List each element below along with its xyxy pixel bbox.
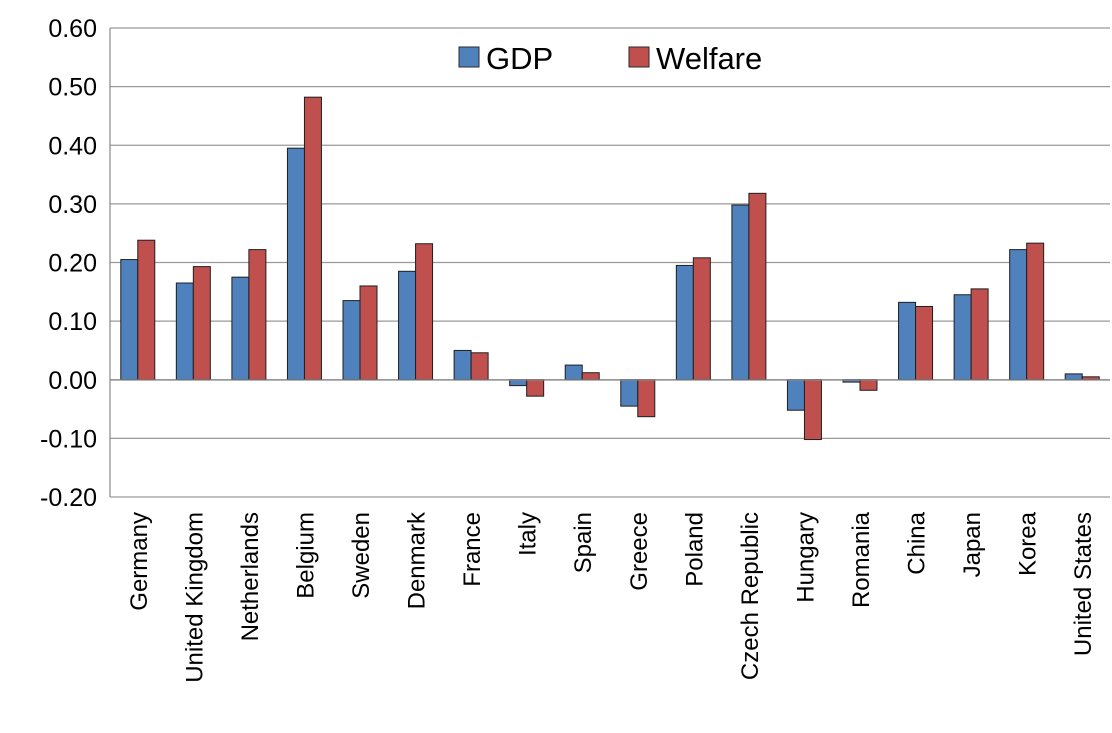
x-tick-label-spain: Spain bbox=[570, 512, 597, 573]
bar-welfare-romania bbox=[859, 379, 878, 391]
x-tick-label-poland: Poland bbox=[681, 512, 708, 587]
bar-gdp-spain bbox=[564, 364, 583, 381]
bar-gdp-belgium bbox=[286, 147, 305, 381]
x-tick-label-hungary: Hungary bbox=[792, 512, 819, 603]
bar-gdp-japan bbox=[953, 294, 972, 381]
bar-gdp-korea bbox=[1009, 249, 1028, 381]
x-tick-label-japan: Japan bbox=[959, 512, 986, 577]
bar-gdp-italy bbox=[509, 379, 528, 387]
bar-welfare-hungary bbox=[803, 379, 822, 441]
x-tick-label-united-kingdom: United Kingdom bbox=[181, 512, 208, 683]
x-tick-label-romania: Romania bbox=[848, 511, 875, 608]
bar-welfare-poland bbox=[692, 257, 711, 381]
y-axis-tick-labels: 0.60 0.50 0.40 0.30 0.20 0.10 0.00 -0.10 -0.20 bbox=[40, 15, 97, 512]
x-tick-label-czech-republic: Czech Republic bbox=[737, 512, 764, 680]
bar-gdp-united-kingdom bbox=[175, 282, 194, 381]
x-tick-label-united-states: United States bbox=[1070, 512, 1097, 656]
x-tick-label-italy: Italy bbox=[515, 512, 542, 556]
bar-gdp-germany bbox=[120, 259, 139, 381]
x-tick-label-netherlands: Netherlands bbox=[237, 512, 264, 641]
axes bbox=[109, 28, 1110, 497]
bar-gdp-france bbox=[453, 349, 472, 381]
y-tick-label: 0.60 bbox=[48, 15, 97, 43]
bar-welfare-germany bbox=[137, 239, 156, 381]
x-tick-label-france: France bbox=[459, 512, 486, 587]
x-tick-label-belgium: Belgium bbox=[292, 512, 319, 599]
x-tick-label-korea: Korea bbox=[1015, 511, 1042, 576]
y-tick-label: 0.30 bbox=[48, 191, 97, 219]
y-tick-label: 0.10 bbox=[48, 308, 97, 336]
y-tick-label: 0.40 bbox=[48, 132, 97, 160]
bar-gdp-china bbox=[898, 301, 917, 381]
bar-gdp-hungary bbox=[786, 379, 805, 411]
legend-swatch-welfare bbox=[628, 46, 650, 68]
y-tick-label: -0.20 bbox=[40, 484, 97, 512]
bar-welfare-united-kingdom bbox=[192, 266, 211, 381]
y-tick-label: 0.50 bbox=[48, 74, 97, 102]
bar-welfare-greece bbox=[637, 379, 656, 418]
x-tick-label-greece: Greece bbox=[626, 512, 653, 591]
x-tick-label-germany: Germany bbox=[126, 512, 153, 611]
bar-welfare-spain bbox=[581, 372, 600, 381]
legend-label-welfare: Welfare bbox=[656, 41, 762, 76]
x-tick-label-china: China bbox=[904, 511, 931, 574]
bar-gdp-denmark bbox=[398, 270, 417, 381]
bar-welfare-korea bbox=[1026, 242, 1045, 381]
bar-welfare-belgium bbox=[303, 96, 322, 381]
bar-gdp-czech-republic bbox=[731, 204, 750, 381]
x-axis-category-labels: Germany United Kingdom Netherlands Belgium S… bbox=[126, 511, 1097, 683]
y-tick-label: 0.20 bbox=[48, 250, 97, 278]
bars bbox=[120, 96, 1100, 441]
bar-gdp-sweden bbox=[342, 300, 361, 381]
bar-welfare-netherlands bbox=[248, 249, 267, 381]
y-tick-label: -0.10 bbox=[40, 425, 97, 453]
bar-welfare-united-states bbox=[1081, 376, 1100, 381]
x-tick-label-sweden: Sweden bbox=[348, 512, 375, 599]
bar-welfare-china bbox=[915, 305, 934, 381]
bar-welfare-denmark bbox=[415, 243, 434, 381]
bar-welfare-italy bbox=[526, 379, 545, 397]
y-tick-label: 0.00 bbox=[48, 367, 97, 395]
bar-welfare-czech-republic bbox=[748, 192, 767, 381]
legend-swatch-gdp bbox=[458, 46, 480, 68]
bar-welfare-japan bbox=[970, 288, 989, 381]
bar-gdp-poland bbox=[675, 264, 694, 381]
bar-welfare-france bbox=[470, 352, 489, 381]
legend-label-gdp: GDP bbox=[486, 41, 553, 76]
bar-welfare-sweden bbox=[359, 285, 378, 381]
x-tick-label-denmark: Denmark bbox=[404, 511, 431, 609]
bar-gdp-greece bbox=[620, 379, 639, 407]
bar-gdp-netherlands bbox=[231, 276, 250, 381]
legend: GDP Welfare bbox=[458, 41, 762, 76]
bar-gdp-united-states bbox=[1064, 373, 1083, 381]
